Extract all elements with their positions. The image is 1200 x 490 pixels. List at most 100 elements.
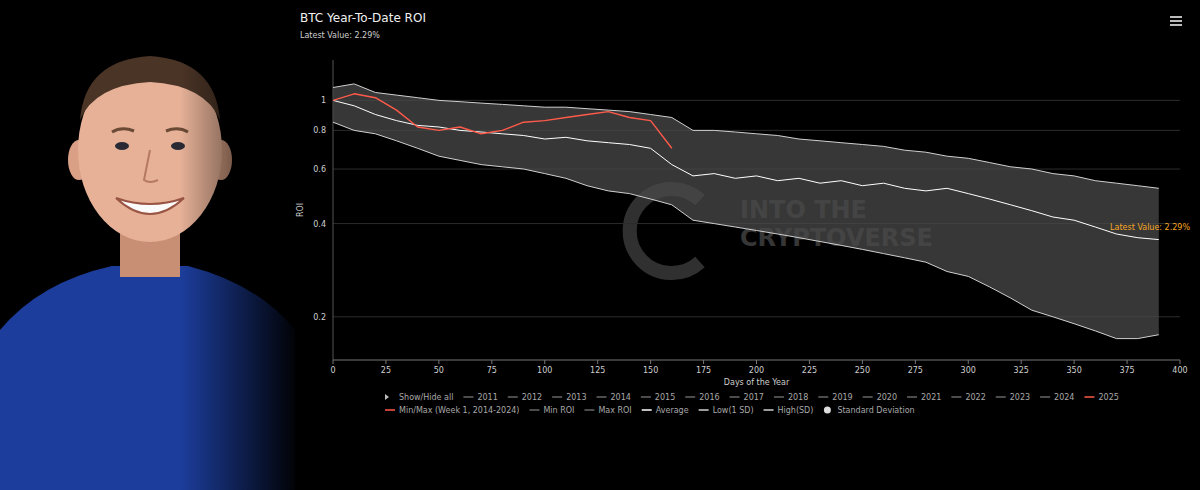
legend-label[interactable]: 2024 [1054,393,1074,402]
y-axis-title: ROI [296,203,305,217]
legend-label[interactable]: Show/Hide all [399,393,453,402]
title: BTC Year-To-Date ROI [300,11,426,25]
series-line [333,122,1159,338]
legend-label[interactable]: 2012 [522,393,542,402]
legend-label[interactable]: 2025 [1098,393,1118,402]
legend-label[interactable]: 2020 [877,393,897,402]
x-tick-label: 400 [1172,366,1187,375]
legend-label[interactable]: 2023 [1010,393,1030,402]
subtitle: Latest Value: 2.29% [300,31,380,40]
y-tick-label: 0.6 [313,165,326,174]
legend-label[interactable]: 2016 [699,393,719,402]
x-tick [385,360,386,364]
legend-swatch [863,396,873,398]
legend-label[interactable]: 2015 [655,393,675,402]
legend-icon [824,407,831,414]
x-tick [1021,360,1022,364]
legend-swatch [641,396,651,398]
x-tick-label: 375 [1119,366,1134,375]
legend-label[interactable]: 2022 [965,393,985,402]
legend-swatch [529,409,539,411]
legend-label[interactable]: 2013 [566,393,586,402]
legend-label[interactable]: 2014 [611,393,631,402]
x-tick [333,360,334,364]
legend-label[interactable]: Max ROI [598,406,631,415]
plot-area [333,84,1159,339]
series-line [333,94,672,149]
sd-band [333,84,1159,339]
x-tick [809,360,810,364]
x-tick-label: 0 [330,366,335,375]
x-tick [650,360,651,364]
x-tick [1074,360,1075,364]
menu-icon[interactable] [1170,24,1182,26]
legend-swatch [685,396,695,398]
legend-swatch [552,396,562,398]
legend: Show/Hide all 2011 2012 2013 2014 2015 2016 201… [385,393,1119,415]
x-tick [703,360,704,364]
legend-swatch [996,396,1006,398]
x-tick [756,360,757,364]
legend-label[interactable]: Average [656,406,689,415]
x-tick [915,360,916,364]
series-line [333,100,1159,239]
legend-swatch [730,396,740,398]
legend-swatch [584,409,594,411]
x-axis-title: Days of the Year [724,378,790,387]
x-tick [1127,360,1128,364]
annotation: Latest Value: 2.29% [1110,223,1190,232]
x-tick-label: 25 [381,366,391,375]
legend-swatch [774,396,784,398]
legend-swatch [1084,396,1094,398]
legend-label[interactable]: 2011 [477,393,497,402]
legend-label[interactable]: 2017 [744,393,764,402]
menu-icon[interactable] [1170,20,1182,22]
x-tick-label: 125 [590,366,605,375]
x-tick [597,360,598,364]
x-tick-label: 250 [855,366,870,375]
legend-swatch [642,409,652,411]
legend-swatch [951,396,961,398]
legend-swatch [764,409,774,411]
legend-swatch [508,396,518,398]
legend-label[interactable]: Standard Deviation [837,406,914,415]
legend-label[interactable]: Min ROI [543,406,574,415]
portrait-fade [0,0,300,490]
page: BTC Year-To-Date ROILatest Value: 2.29%I… [0,0,1200,490]
x-tick [544,360,545,364]
legend-swatch [699,409,709,411]
legend-swatch [385,409,395,411]
y-tick-label: 0.4 [313,220,326,229]
x-tick-label: 350 [1066,366,1081,375]
x-tick [968,360,969,364]
x-tick [1180,360,1181,364]
grid-line [333,100,1180,101]
menu-icon[interactable] [1170,16,1182,18]
legend-label[interactable]: 2018 [788,393,808,402]
x-tick [862,360,863,364]
x-tick [438,360,439,364]
x-tick [491,360,492,364]
x-tick-label: 175 [696,366,711,375]
x-tick-label: 225 [802,366,817,375]
y-tick-label: 0.8 [313,126,326,135]
legend-swatch [597,396,607,398]
legend-label[interactable]: 2021 [921,393,941,402]
legend-label[interactable]: Low(1 SD) [713,406,754,415]
x-tick-label: 75 [487,366,497,375]
legend-label[interactable]: High(SD) [778,406,814,415]
series-line [333,84,1159,188]
x-tick-label: 325 [1014,366,1029,375]
y-tick-label: 1 [321,96,326,105]
legend-swatch [1040,396,1050,398]
legend-swatch [907,396,917,398]
legend-swatch [463,396,473,398]
x-tick-label: 300 [961,366,976,375]
x-tick-label: 275 [908,366,923,375]
legend-icon [385,394,389,400]
y-tick-label: 0.2 [313,313,326,322]
legend-swatch [818,396,828,398]
legend-label[interactable]: Min/Max (Week 1, 2014-2024) [399,406,519,415]
x-tick-label: 50 [434,366,444,375]
legend-label[interactable]: 2019 [832,393,852,402]
